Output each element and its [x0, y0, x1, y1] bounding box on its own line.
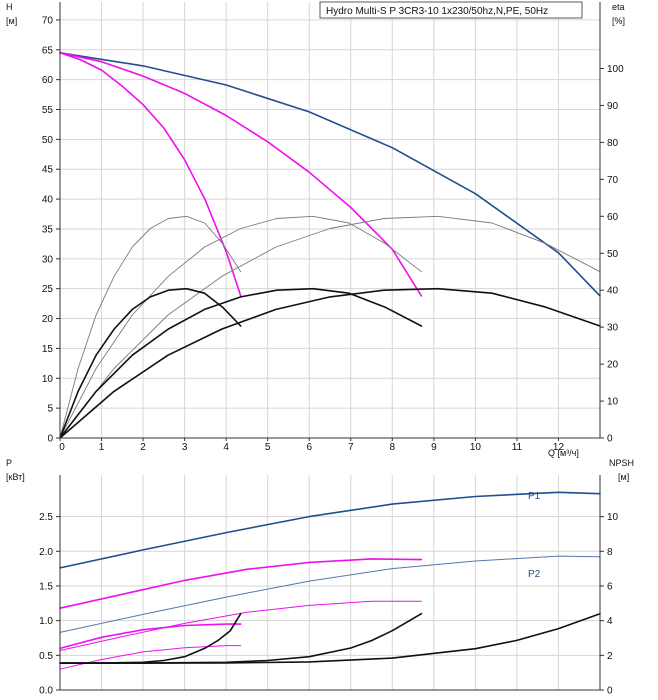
y2-tick-label: 40: [607, 286, 619, 297]
series-line-0-4: [59, 215, 422, 439]
bottom-ylabel: P: [6, 458, 12, 468]
series-line-0-2: [59, 51, 242, 297]
y-tick-label: 2.5: [39, 512, 53, 523]
series-line-1-0: [59, 491, 601, 569]
top-series: [59, 51, 601, 439]
y-tick-label: 55: [42, 105, 54, 116]
x-tick-label: 9: [431, 442, 437, 453]
x-tick-label: 8: [390, 442, 396, 453]
x-tick-label: 10: [470, 442, 482, 453]
bottom-series: [59, 491, 601, 670]
top-ylabel-unit: [м]: [6, 16, 17, 26]
series-label-p2: P2: [528, 569, 541, 580]
x-tick-label: 7: [348, 442, 354, 453]
y-tick-label: 5: [47, 404, 53, 415]
series-line-1-5: [59, 645, 242, 670]
y-tick-label: 20: [42, 314, 54, 325]
series-line-1-4: [59, 623, 242, 650]
bottom-grid: [59, 475, 601, 691]
top-ylabel: H: [6, 2, 13, 12]
y-tick-label: 60: [42, 75, 54, 86]
bottom-ylabel-unit: [кВт]: [6, 472, 25, 482]
x-tick-label: 3: [182, 442, 188, 453]
y-tick-label: 70: [42, 15, 54, 26]
y2-tick-label: 8: [607, 547, 613, 558]
series-line-1-3: [59, 600, 422, 651]
series-line-1-1: [59, 555, 601, 633]
y-tick-label: 40: [42, 195, 54, 206]
bottom-axes: [56, 475, 604, 691]
y2-tick-label: 6: [607, 581, 613, 592]
y-tick-label: 0: [47, 434, 53, 445]
bottom-y2label-unit: [м]: [618, 472, 629, 482]
y2-tick-label: 20: [607, 360, 619, 371]
chart-title: Hydro Multi-S P 3CR3-10 1x230/50hz,N,PE,…: [326, 6, 548, 17]
y2-tick-label: 60: [607, 212, 619, 223]
y-tick-label: 0.0: [39, 686, 53, 697]
series-line-1-8: [59, 612, 242, 664]
y-tick-label: 1.5: [39, 581, 53, 592]
y-tick-label: 10: [42, 374, 54, 385]
y2-tick-label: 100: [607, 64, 624, 75]
x-tick-label: 1: [99, 442, 105, 453]
y2-tick-label: 90: [607, 101, 619, 112]
top-axes: [56, 2, 604, 441]
top-xlabel: Q [м³/ч]: [548, 448, 579, 458]
series-line-1-7: [59, 612, 423, 664]
y2-tick-label: 30: [607, 323, 619, 334]
series-line-0-3: [59, 215, 601, 439]
series-line-0-8: [59, 287, 242, 439]
x-tick-label: 2: [140, 442, 146, 453]
x-tick-label: 4: [223, 442, 229, 453]
y2-tick-label: 0: [607, 434, 613, 445]
y-tick-label: 50: [42, 135, 54, 146]
chart-title-box: [319, 1, 583, 19]
series-line-0-6: [59, 287, 601, 439]
y2-tick-label: 10: [607, 397, 619, 408]
bottom-y2label: NPSH: [609, 458, 634, 468]
head-efficiency-plot: 0510152025303540455055606570010203040506…: [6, 1, 625, 458]
y-tick-label: 30: [42, 254, 54, 265]
y2-tick-label: 70: [607, 175, 619, 186]
series-line-0-5: [59, 215, 242, 439]
series-line-0-0: [59, 51, 601, 297]
y2-tick-label: 50: [607, 249, 619, 260]
x-tick-label: 11: [512, 442, 523, 453]
y-tick-label: 25: [42, 284, 54, 295]
y2-tick-label: 10: [607, 512, 619, 523]
y-tick-label: 35: [42, 224, 54, 235]
y2-tick-label: 2: [607, 651, 613, 662]
power-npsh-plot: 0.0 0.5 1.0 1.5 2.0 2.5 0 2 4 6 8 10 P [кВт] NPSH […: [6, 458, 634, 697]
series-line-0-7: [59, 287, 423, 439]
y-tick-label: 65: [42, 45, 54, 56]
top-tick-labels: 0510152025303540455055606570010203040506…: [42, 15, 624, 453]
x-tick-label: 6: [306, 442, 312, 453]
series-label-p1: P1: [528, 491, 541, 502]
y-tick-label: 45: [42, 165, 54, 176]
series-line-0-1: [59, 51, 423, 297]
y-tick-label: 15: [42, 344, 54, 355]
y-tick-label: 1.0: [39, 616, 53, 627]
y2-tick-label: 80: [607, 138, 619, 149]
y-tick-label: 2.0: [39, 547, 53, 558]
series-line-1-2: [59, 558, 423, 610]
top-y2label-unit: [%]: [612, 16, 625, 26]
x-tick-label: 0: [59, 442, 65, 453]
y2-tick-label: 0: [607, 686, 613, 697]
y-tick-label: 0.5: [39, 651, 53, 662]
bottom-tick-labels: 0.0 0.5 1.0 1.5 2.0 2.5 0 2 4 6 8 10: [39, 512, 618, 696]
top-y2label: eta: [612, 2, 625, 12]
x-tick-label: 5: [265, 442, 271, 453]
x-tick-label: 12: [553, 442, 565, 453]
y2-tick-label: 4: [607, 616, 613, 627]
